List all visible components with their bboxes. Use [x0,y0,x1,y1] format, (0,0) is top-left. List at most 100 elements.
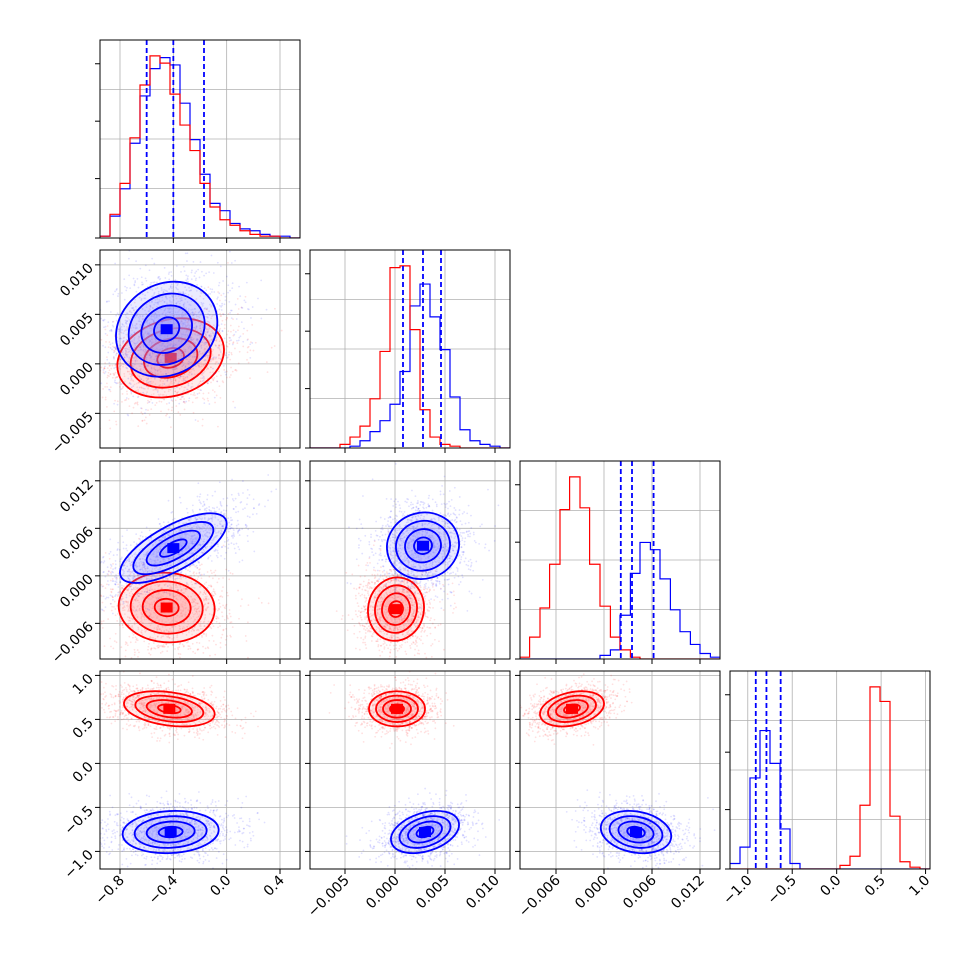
panel-frame [99,249,301,449]
red-histogram [520,476,720,659]
density-peak [391,703,403,714]
contour-blue [608,815,664,849]
contour-red [116,317,225,399]
contour-red [375,694,419,723]
x-tick-label: 0.010 [463,873,503,913]
density-peak [163,703,176,714]
y-tick-label: −0.005 [49,409,97,457]
contour-red [123,690,216,728]
y-tick-label: 1.0 [70,671,97,698]
contour-red [143,337,199,379]
y-tick-label: 0.000 [57,359,97,399]
red-histogram [100,55,300,238]
panel-frame [729,670,931,870]
y-tick-label: −1.0 [61,847,96,882]
y-tick-label: 0.006 [57,524,97,564]
panel-frame [309,670,511,870]
contour-blue [140,304,193,354]
scatter-panel-2-0 [99,460,301,660]
red-histogram [310,265,510,448]
contour-blue [153,316,181,342]
contour-blue [617,820,655,844]
x-tick-label: 0.4 [261,872,288,899]
contour-blue [390,810,460,855]
contour-blue [145,529,201,567]
y-tick-label: 0.010 [57,260,97,300]
contour-blue [115,280,219,378]
panel-frame [99,670,301,870]
x-tick-label: 0.0 [207,873,234,900]
x-tick-label: 0.012 [668,873,708,913]
x-tick-label: 1.0 [906,873,933,900]
density-peak [630,827,642,838]
contour-blue [599,810,673,855]
x-tick-label: 0.006 [620,872,660,912]
x-tick-label: 0.5 [862,873,889,900]
contour-red [134,694,205,723]
density-peak [160,602,173,613]
blue-histogram [520,541,720,659]
x-tick-label: 0.0 [817,873,844,900]
histogram-panel-2 [519,460,721,660]
x-tick-label: 0.005 [413,873,453,913]
y-tick-label: −0.006 [49,619,97,667]
y-tick-label: 0.005 [57,310,97,350]
contour-blue [133,815,208,849]
contour-red [382,699,412,719]
contour-red [381,592,411,626]
panel-frame [519,670,721,870]
x-tick-label: −0.005 [305,873,353,921]
histogram-panel-3 [729,670,931,870]
contour-red [153,597,180,618]
contour-red [374,584,418,634]
blue-histogram [310,283,510,448]
contour-red [547,694,597,723]
y-tick-label: 0.0 [70,759,97,786]
density-peak [419,827,431,838]
red-histogram [730,686,930,869]
y-tick-label: 0.012 [57,476,97,516]
x-tick-label: −1.0 [720,873,755,908]
contour-red [555,699,589,719]
scatter-panel-1-0 [99,249,301,449]
panel-frame [99,39,301,239]
x-tick-label: −0.006 [516,872,564,920]
contour-red [145,699,193,719]
scatter-panel-3-2 [519,670,721,870]
y-tick-label: −0.5 [61,803,96,838]
x-tick-label: −0.8 [92,873,127,908]
contour-red [388,600,404,618]
contour-blue [145,820,196,844]
contour-blue [407,820,443,844]
scatter-panel-3-0 [99,670,301,870]
scatter-panel-3-1 [309,670,511,870]
contour-blue [121,810,220,855]
density-peak [566,703,578,714]
contour-red [141,589,192,626]
x-tick-label: −0.4 [146,872,181,907]
contour-red [368,690,426,728]
panel-frame [309,460,511,660]
contour-red [156,347,185,369]
contour-blue [119,512,228,584]
density-peak [167,543,180,554]
contour-blue [413,536,433,555]
contour-red [539,690,605,728]
blue-histogram [100,57,300,238]
panel-frame [519,460,721,660]
contour-blue [626,825,646,839]
density-peak [164,352,177,363]
contour-blue [386,511,460,580]
density-peak [164,827,177,838]
y-tick-label: 0.000 [57,571,97,611]
panel-frame [99,460,301,660]
x-tick-label: 0.000 [572,873,612,913]
scatter-panel-2-1 [309,460,511,660]
contour-blue [127,292,206,366]
density-peak [417,540,429,551]
contour-blue [398,815,452,849]
contour-blue [132,521,215,576]
contour-red [117,571,216,644]
contour-blue [395,519,451,572]
